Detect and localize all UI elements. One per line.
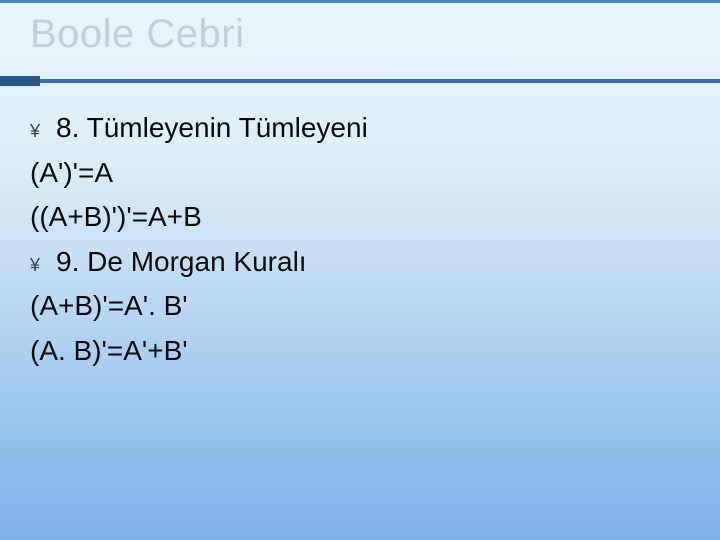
slide-title: Boole Cebri [30, 12, 245, 57]
body-line: (A')'=A [30, 153, 690, 194]
body-line: (A. B)'=A'+B' [30, 331, 690, 372]
divider-left-block [0, 76, 40, 86]
body-text: 8. Tümleyenin Tümleyeni [56, 108, 368, 149]
body-text: (A+B)'=A'. B' [30, 290, 188, 321]
bullet-icon: ¥ [30, 118, 56, 144]
body-text: (A. B)'=A'+B' [30, 335, 188, 366]
body-line: ¥ 8. Tümleyenin Tümleyeni [30, 108, 690, 149]
body-line: ((A+B)')'=A+B [30, 197, 690, 238]
slide-body: ¥ 8. Tümleyenin Tümleyeni (A')'=A ((A+B)… [30, 108, 690, 376]
slide: Boole Cebri ¥ 8. Tümleyenin Tümleyeni (A… [0, 0, 720, 540]
body-text: (A')'=A [30, 157, 113, 188]
body-line: (A+B)'=A'. B' [30, 286, 690, 327]
top-accent-line [0, 0, 720, 3]
body-text: 9. De Morgan Kuralı [56, 242, 307, 283]
divider-right-bar [40, 79, 720, 83]
body-text: ((A+B)')'=A+B [30, 201, 202, 232]
body-line: ¥ 9. De Morgan Kuralı [30, 242, 690, 283]
title-divider [0, 76, 720, 86]
bullet-icon: ¥ [30, 252, 56, 278]
